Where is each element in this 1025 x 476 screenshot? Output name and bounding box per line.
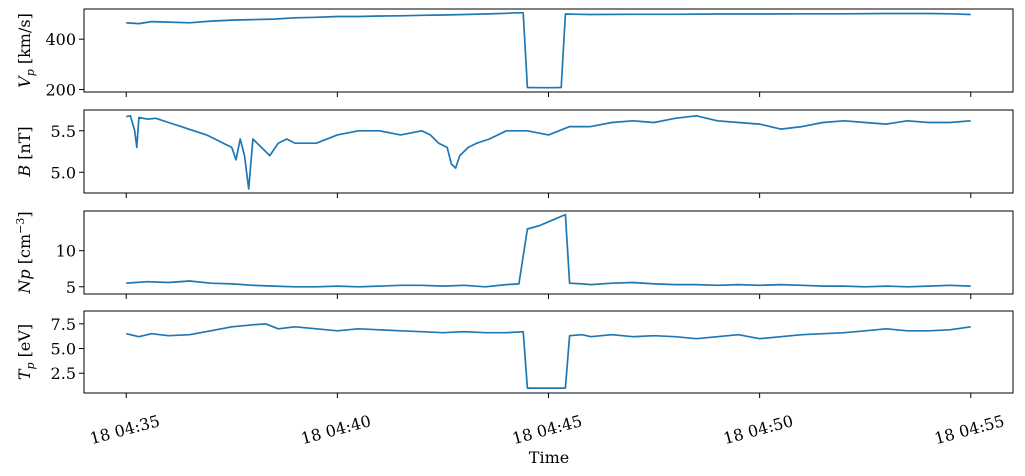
panel-4: 2.5 5.0 7.5 Tp [eV] (15, 310, 1014, 398)
y-axis-label-panel-1: Vp [km/s] (15, 13, 37, 88)
panel-3: 5 10 Np [cm−3] (14, 210, 1014, 299)
y-tick-label-panel-4: 5.0 (51, 340, 76, 359)
series-line-panel-1 (126, 11, 971, 89)
y-tick-label-panel-4: 7.5 (51, 315, 76, 334)
axes-frame-panel-3 (83, 210, 1014, 295)
panel-1: 200 400 Vp [km/s] (15, 8, 1014, 99)
y-tick-label-panel-2: 5.0 (51, 163, 76, 182)
y-tick-label-panel-3: 10 (56, 242, 76, 261)
y-tick-label-panel-1: 400 (45, 30, 76, 49)
y-tick-label-panel-1: 200 (45, 80, 76, 99)
y-tick-label-panel-4: 2.5 (51, 364, 76, 383)
y-tick-label-panel-2: 5.5 (51, 122, 76, 141)
x-tick-label: 18 04:35 (88, 411, 162, 448)
series-line-panel-4 (126, 322, 971, 389)
y-tick-label-panel-3: 5 (66, 278, 76, 297)
series-line-panel-2 (126, 114, 971, 190)
axes-frame-panel-4 (83, 310, 1014, 394)
x-axis-label: Time (529, 448, 569, 467)
x-tick-label: 18 04:45 (510, 411, 584, 448)
axes-frame-panel-1 (83, 8, 1014, 93)
x-tick-label: 18 04:50 (721, 411, 795, 448)
x-tick-label: 18 04:40 (299, 411, 373, 448)
y-axis-label-panel-4: Tp [eV] (15, 324, 37, 380)
x-tick-label: 18 04:55 (932, 411, 1006, 448)
series-line-panel-3 (126, 213, 971, 288)
panels-group: 200 400 Vp [km/s] 5.0 5.5 B [nT] 5 10 Np [cm−3] 2… (14, 8, 1014, 448)
y-axis-label-panel-3: Np [cm−3] (14, 211, 34, 294)
y-axis-label-panel-2: B [nT] (15, 126, 34, 177)
panel-2: 5.0 5.5 B [nT] (15, 109, 1014, 198)
